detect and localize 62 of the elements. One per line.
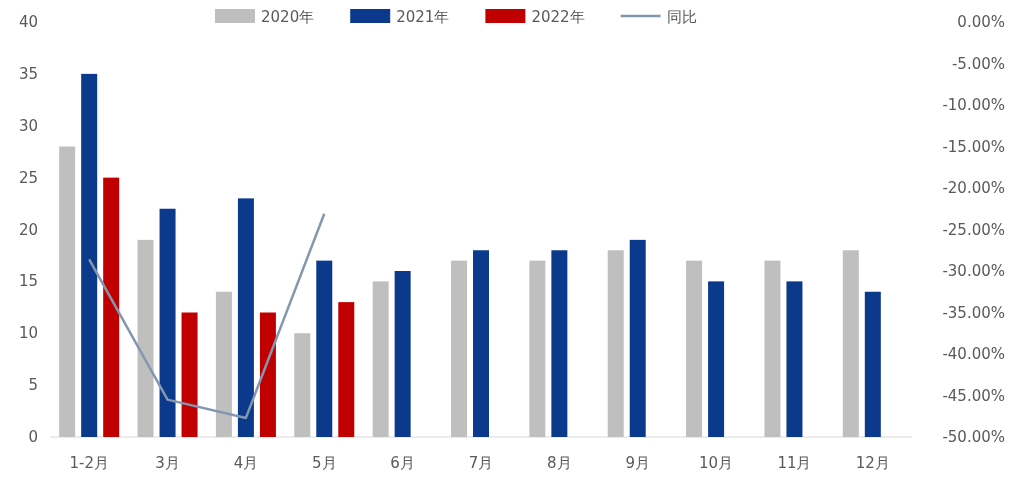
bar bbox=[237, 198, 254, 437]
y2-tick-label: -35.00% bbox=[942, 303, 1005, 322]
x-tick-label: 11月 bbox=[777, 454, 812, 472]
x-tick-label: 7月 bbox=[468, 454, 494, 472]
bar bbox=[629, 239, 646, 437]
x-tick-label: 4月 bbox=[233, 454, 259, 472]
y2-tick-label: 0.00% bbox=[957, 13, 1005, 31]
y-tick-label: 0 bbox=[28, 428, 38, 446]
x-tick-label: 8月 bbox=[547, 454, 572, 472]
bar bbox=[103, 177, 120, 437]
legend-label: 2021年 bbox=[396, 8, 450, 26]
y-tick-label: 25 bbox=[18, 168, 38, 187]
y2-tick-label: -40.00% bbox=[942, 345, 1005, 363]
bar bbox=[137, 239, 154, 437]
x-tick-label: 10月 bbox=[699, 454, 734, 472]
y-tick-label: 35 bbox=[18, 64, 38, 83]
bar bbox=[294, 333, 311, 437]
y-tick-label: 30 bbox=[18, 116, 38, 135]
y-tick-label: 40 bbox=[18, 13, 38, 31]
legend-label: 同比 bbox=[666, 8, 697, 26]
bar bbox=[181, 312, 198, 437]
x-tick-label: 1-2月 bbox=[69, 454, 109, 472]
bar bbox=[451, 260, 467, 437]
y2-tick-label: -45.00% bbox=[942, 386, 1005, 405]
bar bbox=[316, 260, 333, 437]
bar bbox=[786, 281, 803, 437]
y-tick-label: 15 bbox=[18, 272, 38, 291]
x-tick-label: 6月 bbox=[390, 454, 415, 472]
y-tick-label: 5 bbox=[28, 376, 38, 395]
bar bbox=[764, 260, 781, 437]
bar bbox=[372, 281, 389, 437]
bar bbox=[59, 146, 76, 437]
legend-label: 2022年 bbox=[531, 8, 585, 26]
bar bbox=[529, 260, 546, 437]
bar bbox=[159, 208, 176, 437]
y2-tick-label: -30.00% bbox=[942, 262, 1005, 280]
bar bbox=[607, 250, 624, 437]
x-tick-label: 12月 bbox=[855, 454, 890, 472]
y2-tick-label: -50.00% bbox=[942, 428, 1005, 446]
bar bbox=[473, 250, 489, 437]
x-tick-label: 9月 bbox=[625, 454, 650, 472]
y2-tick-label: -10.00% bbox=[942, 96, 1005, 114]
bar bbox=[708, 281, 725, 437]
y2-tick-label: -20.00% bbox=[942, 179, 1005, 197]
y2-tick-label: -15.00% bbox=[942, 137, 1005, 156]
line-series bbox=[87, 212, 326, 420]
bar bbox=[842, 250, 859, 437]
x-tick-label: 5月 bbox=[312, 454, 337, 472]
legend-label: 2020年 bbox=[261, 8, 315, 26]
y-tick-label: 20 bbox=[18, 220, 38, 239]
bar bbox=[864, 291, 881, 437]
bar bbox=[686, 260, 703, 437]
x-tick-label: 3月 bbox=[155, 454, 180, 472]
bar bbox=[551, 250, 568, 437]
bar bbox=[259, 312, 276, 437]
bar bbox=[338, 302, 355, 437]
bar bbox=[394, 271, 411, 437]
y2-tick-label: -5.00% bbox=[951, 54, 1005, 73]
y-tick-label: 10 bbox=[18, 324, 38, 343]
bar bbox=[81, 73, 98, 437]
y2-tick-label: -25.00% bbox=[942, 220, 1005, 239]
bar bbox=[215, 291, 232, 437]
